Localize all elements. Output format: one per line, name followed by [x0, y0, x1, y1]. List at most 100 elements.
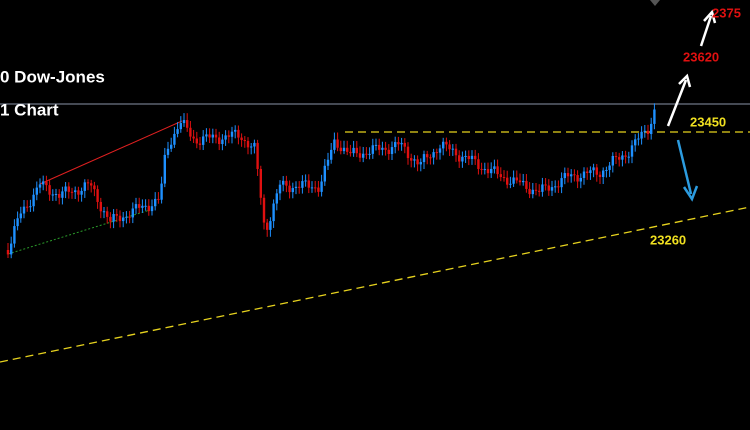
candle-body [483, 169, 486, 171]
candle-body [541, 184, 544, 192]
candle-body [16, 218, 19, 227]
candle-body [605, 169, 608, 171]
candle-body [29, 206, 32, 208]
candle-body [138, 204, 141, 208]
title: 0 Dow-Jones [0, 67, 105, 86]
candle-body [602, 170, 605, 178]
candle-body [515, 177, 518, 181]
candle-body [38, 184, 42, 188]
candle-body [586, 171, 589, 174]
candle-body [397, 142, 400, 145]
candle-body [182, 120, 186, 124]
support-label: 23260 [650, 232, 686, 247]
candle-body [550, 187, 554, 191]
candle-body [74, 190, 77, 193]
candle-body [528, 188, 531, 195]
candle-body [99, 201, 102, 212]
candle-body [19, 213, 22, 219]
candle-body [163, 154, 166, 184]
candle-body [534, 189, 538, 191]
candle-body [262, 197, 266, 223]
candle-body [186, 120, 189, 128]
candle-body [349, 151, 352, 154]
candle-body [147, 205, 150, 212]
candle-body [362, 153, 365, 158]
candle-body [131, 208, 134, 218]
candle-body [160, 183, 163, 200]
subtitle: 1 Chart [0, 100, 59, 119]
candle-body [176, 129, 179, 134]
candle-body [573, 174, 576, 176]
candle-body [237, 129, 240, 138]
candle-body [643, 130, 646, 132]
candle-body [650, 123, 653, 135]
candle-body [109, 216, 112, 222]
candle-body [211, 134, 214, 138]
candle-body [243, 140, 246, 142]
candle-body [32, 194, 35, 207]
candle-body [410, 158, 413, 161]
candle-body [150, 206, 154, 212]
candle-body [477, 159, 480, 169]
candle-body [173, 133, 176, 145]
candle-body [77, 190, 80, 195]
resistance-label: 23450 [690, 114, 726, 129]
candle-body [285, 180, 288, 186]
candle-body [352, 147, 355, 154]
candle-body [566, 173, 570, 177]
candle-body [67, 186, 70, 192]
candle-body [547, 185, 550, 191]
candle-body [496, 166, 499, 175]
target-top-label: 2375 [712, 5, 741, 20]
candle-body [330, 149, 333, 160]
candle-body [448, 144, 451, 150]
candle-body [419, 162, 422, 165]
candle-body [653, 109, 656, 124]
candle-body [630, 145, 634, 157]
candle-body [355, 147, 358, 154]
candle-body [426, 154, 429, 158]
candle-body [112, 214, 115, 222]
candle-body [288, 185, 291, 193]
candle-body [326, 159, 330, 166]
candle-body [294, 186, 298, 189]
candle-body [323, 165, 326, 182]
candle-body [474, 155, 477, 160]
candle-body [371, 145, 374, 154]
candle-body [640, 131, 643, 139]
candle-body [224, 135, 227, 140]
candle-body [538, 190, 541, 192]
candle-body [627, 156, 630, 158]
candle-body [403, 142, 406, 147]
candle-body [58, 194, 61, 198]
candle-body [272, 203, 275, 222]
target-high-label: 23620 [683, 49, 719, 64]
candle-body [499, 174, 502, 178]
candle-body [502, 177, 506, 179]
candle-body [342, 147, 346, 152]
candle-body [253, 142, 256, 147]
candle-body [122, 217, 125, 222]
candle-body [26, 206, 29, 208]
candle-body [134, 204, 138, 209]
candle-body [48, 185, 51, 195]
candle-body [115, 214, 118, 216]
candle-body [218, 137, 221, 145]
candle-body [582, 171, 586, 178]
candle-body [438, 148, 442, 153]
candle-body [637, 138, 640, 140]
red-trendline [39, 120, 183, 185]
candle-body [35, 187, 38, 195]
candle-body [646, 130, 650, 135]
candle-body [320, 181, 323, 192]
candle-body [406, 146, 410, 159]
candle-body [384, 147, 387, 150]
candle-body [381, 147, 384, 150]
candle-body [51, 194, 54, 196]
candle-body [554, 186, 557, 188]
candle-body [518, 180, 522, 183]
candle-body [128, 216, 131, 218]
support-trendline [0, 206, 750, 363]
